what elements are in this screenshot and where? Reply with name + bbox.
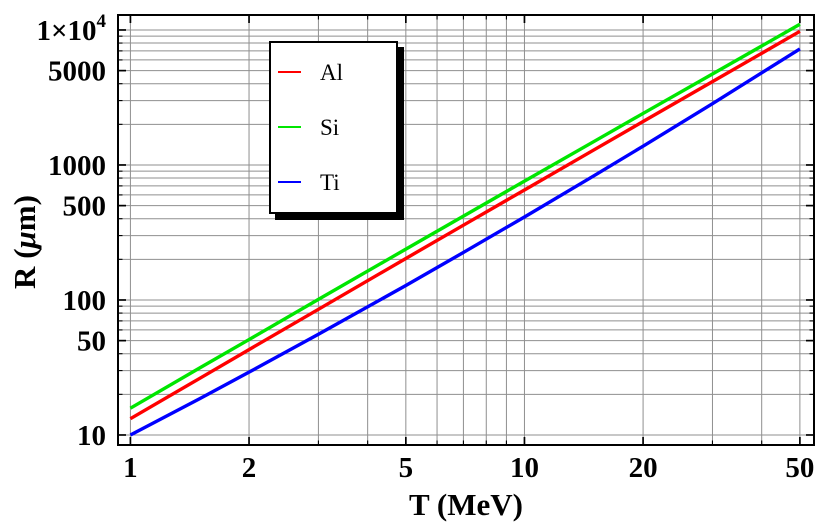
y-tick-label-1000: 1000 bbox=[48, 150, 106, 182]
legend-line-sample-si bbox=[278, 125, 301, 129]
y-axis-title: R (μm) bbox=[5, 142, 45, 342]
x-tick-label-50: 50 bbox=[785, 452, 814, 484]
series-line-si bbox=[129, 22, 801, 410]
frame-rect bbox=[117, 14, 815, 446]
y-tick-label-5000: 5000 bbox=[48, 56, 106, 88]
legend-entry-ti: Ti bbox=[271, 167, 396, 197]
legend-line-sample-al bbox=[278, 70, 301, 74]
y-axis-title-post: m) bbox=[7, 195, 42, 232]
y-axis-title-pre: R ( bbox=[7, 248, 42, 289]
gridlines bbox=[118, 15, 814, 445]
data-series-lines bbox=[129, 22, 801, 437]
y-tick-label-100: 100 bbox=[63, 285, 107, 317]
series-line-ti bbox=[129, 47, 801, 437]
x-tick-label-20: 20 bbox=[629, 452, 658, 484]
x-tick-label-5: 5 bbox=[399, 452, 414, 484]
legend-entry-al: Al bbox=[271, 57, 396, 87]
legend-label-si: Si bbox=[320, 114, 340, 140]
mu-symbol: μ bbox=[7, 231, 42, 249]
x-axis-title: T (MeV) bbox=[409, 487, 523, 522]
x-tick-label-1: 1 bbox=[123, 452, 138, 484]
legend-label-al: Al bbox=[320, 59, 343, 85]
axis-ticks bbox=[118, 15, 814, 445]
x-tick-label-2: 2 bbox=[242, 452, 257, 484]
legend-label-ti: Ti bbox=[320, 169, 340, 195]
y-tick-label-500: 500 bbox=[63, 191, 107, 223]
tick-labels: 1 2 5 10 20 50 10 50 100 500 1000 5000 1×104 bbox=[36, 11, 814, 484]
y-tick-label-50: 50 bbox=[77, 326, 106, 358]
y-tick-label-10: 10 bbox=[77, 420, 106, 452]
y-tick-label-exponent: 4 bbox=[97, 11, 107, 32]
plot-frame bbox=[117, 14, 815, 446]
legend: Al Si Ti bbox=[269, 41, 398, 214]
x-tick-label-10: 10 bbox=[510, 452, 539, 484]
series-line-al bbox=[129, 29, 801, 421]
legend-entry-si: Si bbox=[271, 112, 396, 142]
y-tick-label-10000: 1×104 bbox=[36, 11, 106, 47]
legend-line-sample-ti bbox=[278, 180, 301, 184]
